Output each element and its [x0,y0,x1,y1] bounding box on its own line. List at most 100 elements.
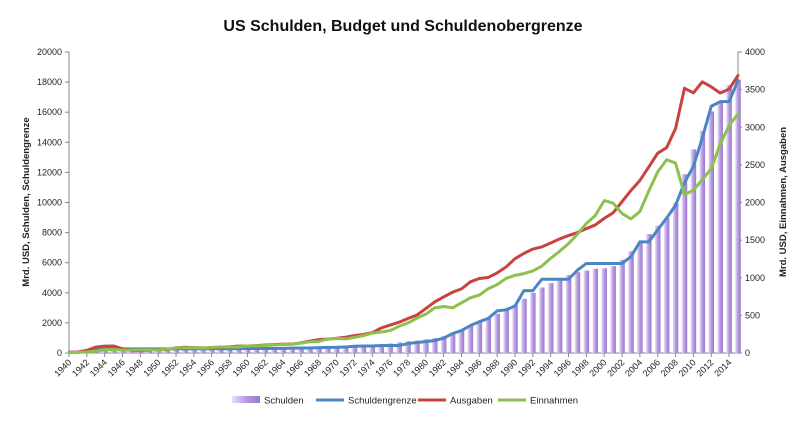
legend-label-ausgaben: Ausgaben [450,396,493,407]
bar-schulden [530,292,536,353]
bar-schulden [637,242,643,353]
right-tick-label: 1500 [745,235,765,245]
bar-schulden [414,340,420,353]
bar-schulden [503,309,509,353]
plot-area: 0200040006000800010000120001400016000180… [37,47,765,379]
bar-schulden [440,335,447,353]
bar-schulden [271,348,277,353]
x-tick-label: 2004 [623,357,644,378]
bar-schulden [592,268,599,353]
bar-schulden [244,348,251,353]
x-tick-label: 1962 [248,357,269,378]
x-tick-label: 2008 [659,357,680,378]
x-tick-label: 1978 [391,357,412,378]
x-tick-label: 1988 [480,357,501,378]
left-tick-label: 20000 [37,47,62,57]
bar-schulden [360,345,367,353]
bar-schulden [191,348,197,353]
bar-schulden [423,339,429,353]
left-tick-label: 10000 [37,198,62,208]
bar-schulden [485,317,492,353]
bar-schulden [521,298,527,353]
bar-schulden [351,346,358,353]
bar-schulden [262,348,269,353]
bar-schulden [315,347,322,353]
bar-schulden [208,348,215,353]
right-tick-label: 4000 [745,47,765,57]
bar-schulden [672,202,679,353]
bar-schulden [217,348,224,353]
bar-schulden [449,332,456,353]
x-tick-label: 1950 [141,357,162,378]
x-tick-label: 1964 [266,357,287,378]
bar-schulden [342,346,349,353]
bar-schulden [610,266,616,353]
left-axis-title: Mrd. USD, Schulden, Schuldengrenze [21,117,32,286]
bar-schulden [708,111,715,353]
legend: Schulden Schuldengrenze Ausgaben Einnahmen [232,396,578,407]
bar-schulden [280,348,286,353]
bar-schulden [726,85,732,353]
bar-schulden [538,287,545,353]
bar-schulden [476,321,483,353]
bar-schulden [431,338,438,353]
right-tick-label: 2500 [745,160,765,170]
right-tick-label: 2000 [745,198,765,208]
bar-schulden [458,329,465,353]
x-tick-label: 1992 [516,357,537,378]
bar-schulden [226,348,233,353]
bar-schulden [253,348,260,353]
x-tick-label: 1974 [355,357,376,378]
bar-schulden [628,251,634,353]
legend-label-einnahmen: Einnahmen [530,396,578,407]
x-tick-label: 2000 [587,357,608,378]
bar-schulden [396,342,402,353]
bar-schulden [512,304,518,353]
series-line-einnahmen [67,112,740,355]
bar-schulden [601,268,607,353]
x-tick-label: 1968 [302,357,323,378]
bar-schulden [101,349,108,353]
right-tick-label: 3000 [745,122,765,132]
legend-swatch-schulden [232,396,260,403]
left-tick-label: 4000 [42,288,62,298]
bar-schulden [654,225,661,353]
bar-schulden [405,341,411,353]
x-tick-label: 1942 [70,357,91,378]
x-tick-label: 1970 [320,357,341,378]
bar-schulden [182,348,188,353]
bar-schulden [369,345,376,353]
bar-schulden [200,348,206,353]
bar-schulden [690,149,697,353]
left-tick-label: 16000 [37,107,62,117]
x-tick-label: 1996 [552,357,573,378]
left-tick-label: 8000 [42,228,62,238]
left-tick-label: 14000 [37,137,62,147]
bar-schulden [619,259,625,353]
x-tick-label: 1972 [338,357,359,378]
x-tick-label: 2002 [605,357,626,378]
right-tick-label: 0 [745,348,750,358]
x-tick-label: 1940 [52,357,73,378]
bar-schulden [556,278,563,353]
bar-schulden [307,347,313,353]
x-tick-label: 1990 [498,357,519,378]
right-tick-label: 1000 [745,273,765,283]
bar-schulden [646,234,652,353]
x-tick-label: 1954 [177,357,198,378]
legend-label-schuldengrenze: Schuldengrenze [348,396,417,407]
bar-schulden [387,343,393,353]
x-tick-label: 2010 [677,357,698,378]
x-tick-label: 1944 [88,357,109,378]
x-tick-label: 1948 [124,357,145,378]
bar-schulden [735,79,741,353]
bar-schulden [173,349,179,353]
bar-schulden [663,218,670,353]
left-tick-label: 18000 [37,77,62,87]
x-tick-label: 1966 [284,357,305,378]
bar-schulden [583,270,590,353]
bar-schulden [378,344,384,353]
bar-schulden [164,349,170,353]
x-tick-label: 1946 [106,357,127,378]
left-tick-label: 6000 [42,258,62,268]
